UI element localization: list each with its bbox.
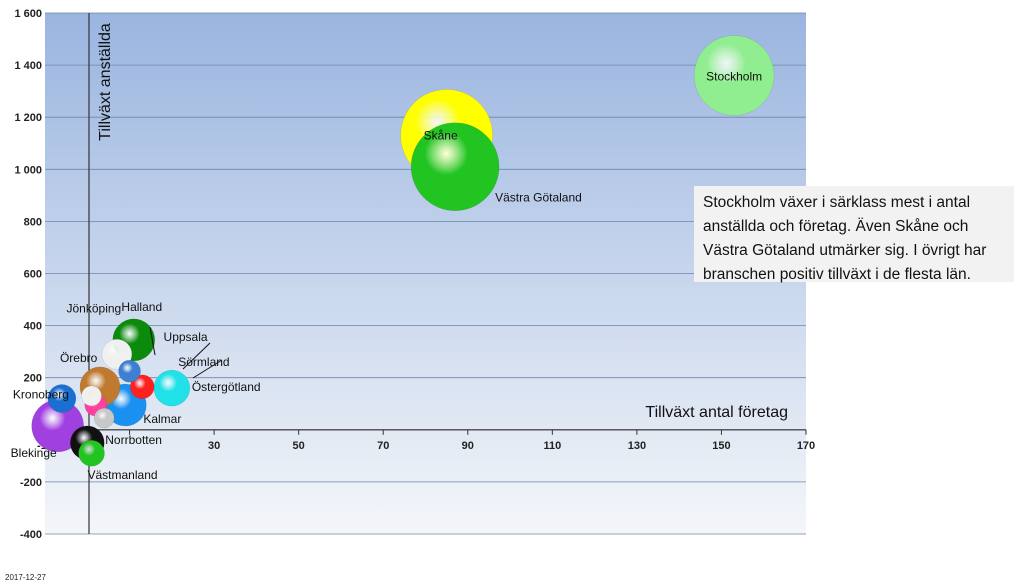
bubble-uppsala — [118, 359, 141, 383]
bubble-kronoberg — [47, 384, 77, 413]
y-tick-label: 200 — [24, 373, 42, 385]
y-tick-label: 1 200 — [14, 112, 42, 124]
date-stamp: 2017-12-27 — [5, 573, 46, 582]
y-tick-label: 400 — [24, 321, 42, 333]
leader-line — [192, 359, 223, 379]
x-tick-label: 170 — [797, 440, 815, 452]
bubble-label: Jönköping — [67, 301, 122, 315]
y-tick-label: -400 — [20, 529, 42, 541]
y-axis-title: Tillväxt anställda — [97, 23, 114, 141]
y-tick-label: 1 600 — [14, 8, 42, 20]
x-tick-label: 110 — [543, 440, 561, 452]
bubble-västmanland — [78, 439, 105, 467]
bubble-label: Norrbotten — [105, 433, 162, 447]
bubble-label: Östergötland — [192, 380, 261, 394]
bubble-östergötland — [153, 369, 191, 407]
x-tick-label: 150 — [712, 440, 730, 452]
y-tick-label: 600 — [24, 269, 42, 281]
x-tick-label: 90 — [462, 440, 474, 452]
bubble-label: Uppsala — [164, 330, 208, 344]
bubble-unlabeled — [81, 385, 102, 407]
x-tick-label: 50 — [293, 440, 305, 452]
bubble-label: Halland — [121, 300, 162, 314]
bubble-label: Kronoberg — [13, 388, 69, 402]
bubble-label: Stockholm — [706, 70, 762, 84]
bubble-label: Västmanland — [88, 468, 158, 482]
bubble-label: Kalmar — [143, 412, 181, 426]
y-tick-label: 1 000 — [14, 164, 42, 176]
bubble-label: Blekinge — [11, 446, 57, 460]
bubble-label: Sörmland — [178, 355, 229, 369]
bubble-unlabeled — [93, 407, 115, 429]
leader-line — [149, 326, 156, 356]
bubble-stockholm — [693, 35, 775, 116]
tick-labels: -400 -200 200 400 600 800 1 000 1 200 1 400 1 600… — [14, 8, 815, 541]
y-tick-label: 1 400 — [14, 60, 42, 72]
bubble-labels: Stockholm Västra Götaland Skåne HallandJönk… — [11, 70, 762, 483]
annotation-box: Stockholm växer i särklass mest i antal … — [694, 186, 1014, 283]
x-axis-title: Tillväxt antal företag — [645, 404, 788, 421]
leader-line — [182, 342, 211, 370]
y-tick-label: -200 — [20, 477, 42, 489]
x-tick-label: 130 — [628, 440, 646, 452]
y-tick-label: 800 — [24, 216, 42, 228]
bubble-sörmland — [129, 374, 155, 400]
bubbles — [31, 35, 775, 467]
bubble-label: Skåne — [424, 128, 458, 142]
bubble-västra-götaland — [410, 122, 500, 211]
x-tick-label: 30 — [208, 440, 220, 452]
bubble-label: Västra Götaland — [495, 191, 582, 205]
x-tick-label: 70 — [377, 440, 389, 452]
bubble-label: Örebro — [60, 351, 98, 365]
